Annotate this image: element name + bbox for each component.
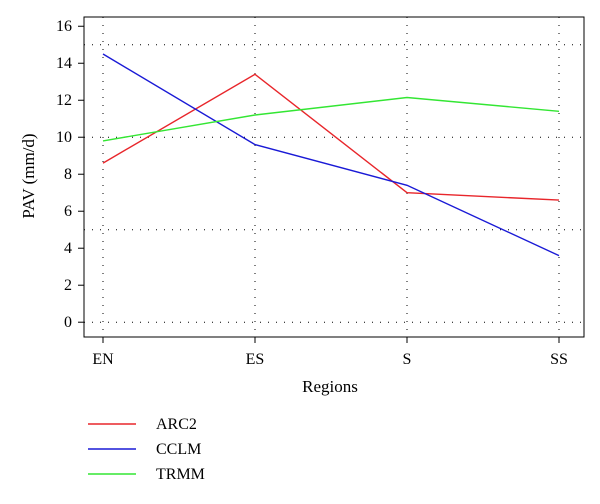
x-tick-label: EN (92, 351, 114, 368)
grid (84, 17, 584, 337)
plot-frame (83, 16, 585, 338)
series-lines (102, 53, 560, 257)
y-tick-label: 6 (64, 203, 72, 220)
x-tick-label: S (403, 351, 412, 368)
y-axis: 0 2 4 6 8 10 12 14 16 (56, 18, 84, 331)
y-tick-label: 16 (56, 18, 72, 35)
series-line-trmm (102, 96, 560, 142)
y-axis-label: PAV (mm/d) (19, 133, 38, 218)
legend-label-cclm: CCLM (156, 441, 201, 458)
series-line-arc2 (102, 73, 560, 201)
y-tick-label: 8 (64, 166, 72, 183)
y-tick-label: 2 (64, 277, 72, 294)
x-axis: EN ES S SS (92, 337, 568, 368)
legend: ARC2 CCLM TRMM (88, 416, 205, 483)
y-tick-label: 14 (56, 55, 72, 72)
legend-label-arc2: ARC2 (156, 416, 197, 433)
y-tick-label: 4 (64, 240, 72, 257)
series-line-cclm (102, 53, 560, 257)
x-axis-label: Regions (302, 377, 358, 396)
y-tick-label: 0 (64, 314, 72, 331)
x-tick-label: ES (246, 351, 265, 368)
x-tick-label: SS (550, 351, 568, 368)
legend-label-trmm: TRMM (156, 466, 205, 483)
y-tick-label: 10 (56, 129, 72, 146)
y-tick-label: 12 (56, 92, 72, 109)
